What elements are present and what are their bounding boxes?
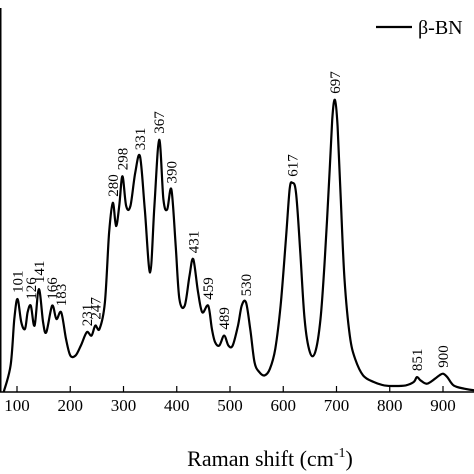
peak-label-367: 367 xyxy=(152,111,168,134)
plot-area xyxy=(2,98,474,393)
peak-label-851: 851 xyxy=(410,349,426,372)
peak-label-459: 459 xyxy=(201,277,217,300)
x-tick-label: 800 xyxy=(377,396,403,415)
x-tick-label: 400 xyxy=(164,396,190,415)
x-tick-label: 200 xyxy=(58,396,84,415)
peak-label-247: 247 xyxy=(88,297,104,320)
peak-label-900: 900 xyxy=(436,345,452,368)
peak-label-101: 101 xyxy=(11,271,27,294)
peak-label-126: 126 xyxy=(24,277,40,300)
legend-label: β-BN xyxy=(418,17,463,39)
peak-label-617: 617 xyxy=(285,154,301,177)
x-tick-label: 500 xyxy=(217,396,243,415)
peak-label-331: 331 xyxy=(133,128,149,151)
x-tick-label: 600 xyxy=(271,396,297,415)
peak-label-390: 390 xyxy=(164,161,180,184)
peak-label-298: 298 xyxy=(115,148,131,171)
x-axis-title-superscript: -1 xyxy=(334,446,346,461)
x-ticks: 100 200 300 400 500 600 700 800 900 xyxy=(4,386,456,415)
peak-label-489: 489 xyxy=(217,307,233,330)
peak-label-231: 231 xyxy=(80,304,96,327)
peak-label-141: 141 xyxy=(32,261,48,284)
peak-label-166: 166 xyxy=(45,277,61,300)
x-axis-title-main: Raman shift (cm xyxy=(187,446,334,471)
x-tick-label: 900 xyxy=(430,396,456,415)
peak-label-183: 183 xyxy=(54,284,70,307)
peak-label-280: 280 xyxy=(106,174,122,197)
axes xyxy=(0,8,474,393)
peak-label-431: 431 xyxy=(186,231,202,254)
peak-label-697: 697 xyxy=(328,71,344,94)
peak-label-530: 530 xyxy=(239,274,255,297)
x-tick-label: 100 xyxy=(4,396,30,415)
x-tick-label: 300 xyxy=(111,396,137,415)
series-line-beta-bn xyxy=(2,98,474,393)
x-axis-title-close: ) xyxy=(345,446,352,471)
x-axis-title: Raman shift (cm-1) xyxy=(187,446,353,471)
legend: β-BN xyxy=(376,17,463,39)
x-tick-label: 700 xyxy=(324,396,350,415)
